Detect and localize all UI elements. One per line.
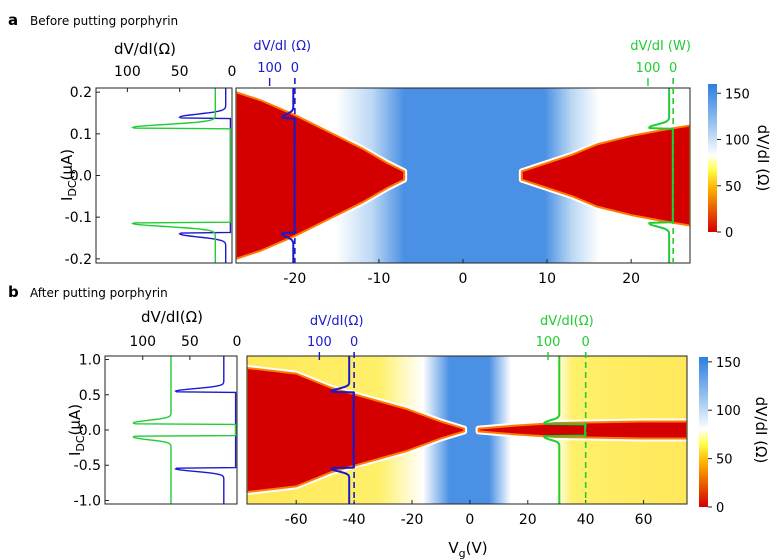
panel-b-side-xlabel: dV/dI(Ω) bbox=[141, 308, 203, 326]
side-tick-label: 100 bbox=[114, 64, 141, 80]
y-tick-label: -0.5 bbox=[74, 458, 101, 474]
panel-b-xticks: -60 -40 -20 0 20 40 60 bbox=[285, 500, 653, 528]
overlay-axis-label: dV/dI(Ω) bbox=[540, 314, 594, 329]
panel-b-colorbar: 0 50 100 150 dV/dI (Ω) bbox=[699, 356, 770, 516]
side-curve-0 bbox=[174, 356, 237, 504]
x-tick-label: 20 bbox=[519, 512, 537, 528]
panel-a-side-xlabel: dV/dI(Ω) bbox=[114, 40, 176, 58]
panel-a-colorbar-ticks: 0 50 100 150 bbox=[717, 87, 750, 241]
x-tick-label: 40 bbox=[577, 512, 595, 528]
panel-b-frame bbox=[246, 355, 688, 505]
panel-a-side-ticks: 100 50 0 bbox=[114, 64, 236, 92]
overlay-axis-label: dV/dI(Ω) bbox=[310, 314, 364, 329]
overlay-curve-1 bbox=[648, 88, 674, 263]
y-tick-label: -0.1 bbox=[65, 210, 92, 226]
colorbar-tick-label: 50 bbox=[716, 453, 733, 468]
panel-b-colorbar-gradient bbox=[699, 357, 708, 507]
panel-a-overlay-curves bbox=[281, 88, 674, 263]
panel-a-heatmap bbox=[235, 87, 691, 264]
side-tick-label: 50 bbox=[181, 334, 199, 350]
panel-a-side-plot: dV/dI(Ω) 100 50 0 bbox=[95, 40, 236, 264]
panel-a-regions bbox=[236, 89, 690, 262]
panel-a-side-curves bbox=[131, 88, 232, 263]
panel-b-yticks: -1.0 -0.5 0.0 0.5 1.0 bbox=[74, 353, 109, 509]
panel-b-side-plot: dV/dI(Ω) 100 50 0 bbox=[104, 308, 241, 505]
y-tick-label: -1.0 bbox=[74, 493, 101, 509]
colorbar-tick-label: 0 bbox=[716, 501, 724, 516]
overlay-tick-label: 0 bbox=[291, 61, 299, 76]
x-tick-label: 10 bbox=[538, 271, 556, 287]
panel-a-overlay-axes: dV/dI (Ω) 100 0 dV/dI (W) 100 0 bbox=[253, 39, 691, 263]
panel-b-colorbar-ticks: 0 50 100 150 bbox=[708, 356, 741, 516]
panel-a-colorbar-gradient bbox=[708, 84, 717, 232]
overlay-curve-0 bbox=[330, 356, 355, 504]
colorbar-tick-label: 100 bbox=[716, 404, 741, 419]
panel-b-colorbar-label: dV/dI (Ω) bbox=[752, 397, 770, 464]
panel-a-xticks: -20 -10 0 10 20 bbox=[283, 259, 640, 287]
y-tick-label: 0.2 bbox=[70, 85, 92, 101]
y-tick-label: 0.5 bbox=[79, 388, 101, 404]
x-tick-label: -60 bbox=[285, 512, 308, 528]
panel-b-xlabel: Vg(V) bbox=[448, 539, 487, 560]
overlay-tick-label: 100 bbox=[307, 335, 332, 350]
side-tick-label: 50 bbox=[171, 64, 189, 80]
overlay-axis-label: dV/dI (Ω) bbox=[253, 39, 311, 54]
side-curve-1 bbox=[131, 88, 232, 263]
overlay-tick-label: 100 bbox=[257, 61, 282, 76]
side-tick-label: 100 bbox=[129, 334, 156, 350]
overlay-curve-1 bbox=[543, 356, 587, 504]
panel-b-side-curves bbox=[132, 356, 237, 504]
sc-region-right bbox=[477, 420, 687, 440]
side-tick-label: 0 bbox=[233, 334, 242, 350]
overlay-tick-label: 0 bbox=[669, 61, 677, 76]
y-tick-label: -0.2 bbox=[65, 252, 92, 268]
panel-b-heatmap bbox=[246, 355, 688, 505]
x-tick-label: 0 bbox=[459, 271, 468, 287]
side-tick-label: 0 bbox=[228, 64, 237, 80]
panel-b-overlay-axes: dV/dI(Ω) 100 0 dV/dI(Ω) 100 0 bbox=[307, 314, 594, 504]
panel-b-side-ticks: 100 50 0 bbox=[129, 334, 241, 360]
x-tick-label: 60 bbox=[635, 512, 653, 528]
x-tick-label: -20 bbox=[401, 512, 424, 528]
panel-a-colorbar: 0 50 100 150 dV/dI (Ω) bbox=[708, 84, 772, 241]
x-tick-label: -40 bbox=[343, 512, 366, 528]
panel-b-title: After putting porphyrin bbox=[30, 286, 168, 300]
x-tick-label: -10 bbox=[367, 271, 390, 287]
overlay-curve-0 bbox=[281, 88, 296, 263]
colorbar-tick-label: 150 bbox=[716, 356, 741, 371]
panel-a-yticks: -0.2 -0.1 0.0 0.1 0.2 bbox=[65, 85, 100, 268]
colorbar-tick-label: 150 bbox=[725, 87, 750, 102]
x-tick-label: 20 bbox=[622, 271, 640, 287]
panel-a-colorbar-label: dV/dI (Ω) bbox=[754, 125, 772, 192]
panel-b-regions bbox=[247, 364, 687, 496]
overlay-tick-label: 0 bbox=[350, 335, 358, 350]
panel-b-letter: b bbox=[8, 283, 19, 301]
overlay-axis-label: dV/dI (W) bbox=[630, 39, 691, 54]
panel-a-side-frame bbox=[95, 87, 233, 264]
colorbar-tick-label: 0 bbox=[725, 226, 733, 241]
sc-region-right bbox=[520, 124, 690, 227]
y-tick-label: 1.0 bbox=[79, 353, 101, 369]
panel-a-title: Before putting porphyrin bbox=[30, 14, 178, 28]
y-tick-label: 0.1 bbox=[70, 127, 92, 143]
overlay-tick-label: 100 bbox=[536, 335, 561, 350]
colorbar-tick-label: 100 bbox=[725, 134, 750, 149]
colorbar-tick-label: 50 bbox=[725, 180, 742, 195]
y-tick-label: 0.0 bbox=[79, 423, 101, 439]
x-tick-label: 0 bbox=[465, 512, 474, 528]
overlay-tick-label: 100 bbox=[636, 61, 661, 76]
panel-a-letter: a bbox=[8, 11, 18, 29]
x-tick-label: -20 bbox=[283, 271, 306, 287]
y-tick-label: 0.0 bbox=[70, 169, 92, 185]
side-curve-0 bbox=[178, 88, 232, 263]
sc-region-left bbox=[236, 91, 406, 260]
panel-b-overlay-curves bbox=[330, 356, 587, 504]
side-curve-1 bbox=[132, 356, 237, 504]
overlay-tick-label: 0 bbox=[582, 335, 590, 350]
